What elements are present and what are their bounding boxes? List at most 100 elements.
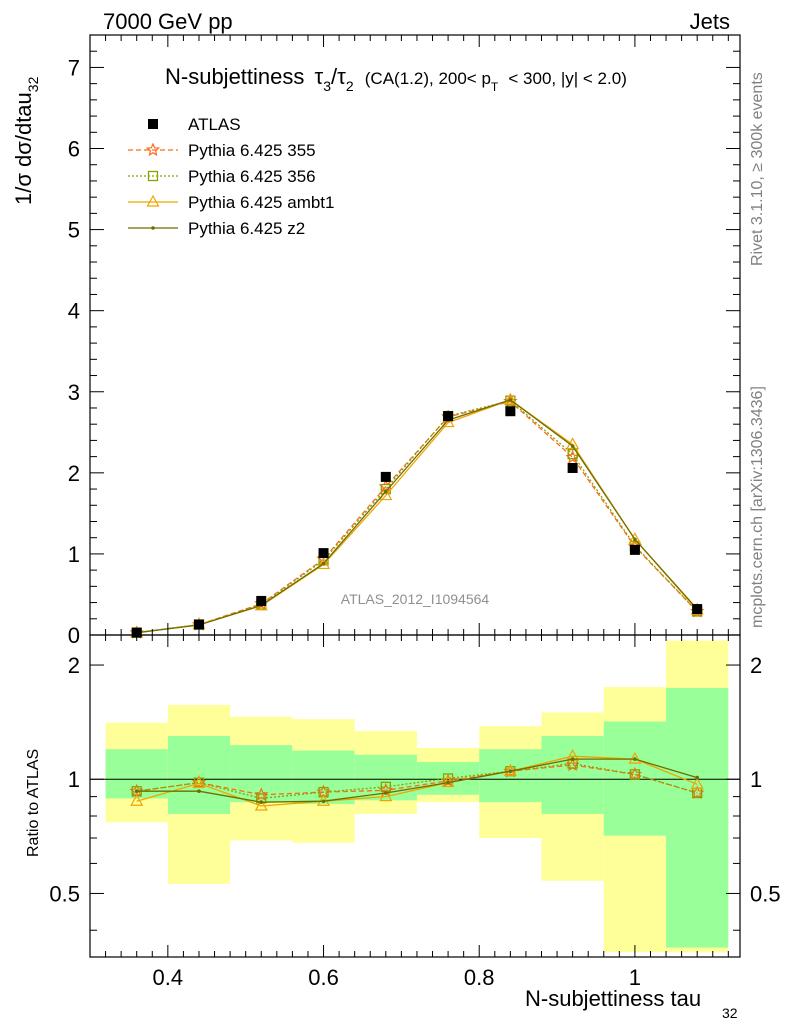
data-point [193, 619, 204, 630]
title-slash: / [331, 64, 338, 89]
x-axis-label-sub: 32 [722, 1005, 738, 1021]
ratio-panel-curves [129, 748, 705, 811]
title-tau3: τ [315, 64, 324, 89]
ratio-curve [136, 755, 698, 807]
dot-marker [384, 791, 388, 795]
dot-marker [259, 800, 264, 804]
title-tau3-sub: 3 [323, 78, 331, 94]
x-axis-label-main: N-subjettiness tau [525, 986, 701, 1011]
dot-marker [695, 775, 699, 780]
square-marker [567, 449, 578, 460]
triangle-marker [628, 751, 642, 764]
dot-marker [570, 757, 575, 761]
data-point [567, 462, 578, 473]
triangle-marker [441, 415, 455, 428]
legend-label: Pythia 6.425 356 [188, 167, 316, 186]
star-marker [254, 787, 269, 801]
dot-marker [446, 780, 450, 785]
ratio-curve [136, 764, 698, 796]
top-y-axis-label-sub: 32 [25, 76, 41, 92]
axes-frames [89, 34, 741, 958]
ratio-y-tick-label-right: 1 [750, 767, 762, 792]
ratio-curve [136, 762, 698, 800]
legend-label: Pythia 6.425 ambt1 [188, 193, 334, 212]
dot-marker [570, 444, 575, 448]
y-tick-label: 1 [68, 542, 80, 567]
ratio-y-tick-label-right: 2 [750, 653, 762, 678]
title-cuts-b: < 300, |y| < 2.0) [508, 69, 626, 88]
y-tick-label: 0 [68, 623, 80, 648]
legend-label: Pythia 6.425 355 [188, 141, 316, 160]
dot-marker [633, 537, 637, 542]
mcplots-label: mcplots.cern.ch [arXiv:1306.3436] [749, 386, 766, 628]
title-tau2: τ [337, 64, 346, 89]
triangle-marker [146, 194, 160, 207]
star-marker [145, 142, 161, 157]
band-inner-bin [541, 736, 604, 814]
title-tau2-sub: 2 [346, 78, 354, 94]
square-marker [147, 170, 159, 182]
chart-title: N-subjettiness τ3/τ2 (CA(1.2), 200< pT <… [165, 64, 627, 96]
header-right: Jets [690, 9, 730, 34]
mc-curve [136, 399, 698, 634]
mc-curve [136, 399, 698, 634]
dot-marker [151, 226, 155, 230]
dot-marker [134, 789, 139, 794]
title-main: N-subjettiness [165, 64, 304, 89]
triangle-marker [690, 777, 704, 789]
header-left: 7000 GeV pp [103, 9, 233, 34]
triangle-marker [254, 798, 268, 811]
ratio-y-tick-label-left: 1 [68, 767, 80, 792]
ratio-panel-frame [89, 634, 741, 958]
triangle-marker [628, 532, 642, 544]
ratio-y-tick-label-left: 2 [68, 653, 80, 678]
data-point [256, 595, 267, 606]
dot-marker [508, 769, 513, 774]
y-tick-label: 6 [68, 137, 80, 162]
top-y-axis-label-main: 1/σ dσ/dtau [11, 92, 36, 205]
legend-label: Pythia 6.425 z2 [188, 219, 305, 238]
title-cuts-sub: T [491, 80, 499, 94]
bottom-y-axis-label: Ratio to ATLAS [25, 749, 42, 857]
square-marker [629, 769, 641, 780]
legend-label: ATLAS [188, 115, 241, 134]
top-y-axis-label: 1/σ dσ/dtau32 [11, 76, 41, 205]
y-tick-label: 4 [68, 299, 80, 324]
dot-marker [321, 799, 326, 804]
data-point [318, 548, 329, 559]
y-tick-label: 3 [68, 380, 80, 405]
data-point [380, 471, 391, 482]
square-marker [318, 786, 329, 798]
dot-marker [197, 789, 201, 794]
triangle-marker [503, 392, 517, 405]
ratio-curve [136, 758, 698, 803]
triangle-marker [317, 557, 331, 570]
data-point [505, 406, 516, 417]
x-tick-label: 0.8 [464, 965, 495, 990]
legend: ATLAS Pythia 6.425 355 Pythia 6.425 356 Pyt… [128, 115, 334, 238]
x-tick-label: 0.6 [308, 965, 339, 990]
triangle-marker [379, 789, 393, 802]
y-tick-label: 2 [68, 461, 80, 486]
dot-marker [633, 757, 637, 761]
ratio-y-tick-label-left: 0.5 [49, 881, 80, 906]
ratio-bands [90, 640, 740, 953]
triangle-marker [130, 794, 144, 806]
triangle-marker [192, 776, 206, 789]
main-panel-curves [129, 392, 705, 639]
title-cuts-a: (CA(1.2), 200< p [365, 69, 491, 88]
ratio-y-tick-label-right: 0.5 [750, 881, 781, 906]
dot-marker [508, 398, 513, 402]
data-point [443, 411, 454, 422]
band-inner-bin [666, 687, 729, 948]
x-tick-label: 1 [629, 965, 641, 990]
square-marker [380, 483, 391, 495]
square-marker [505, 395, 516, 406]
data-point [148, 119, 158, 129]
dot-marker [384, 489, 388, 494]
band-inner-bin [167, 736, 231, 814]
dot-marker [321, 561, 326, 566]
x-axis-label: N-subjettiness tau [525, 986, 701, 1011]
